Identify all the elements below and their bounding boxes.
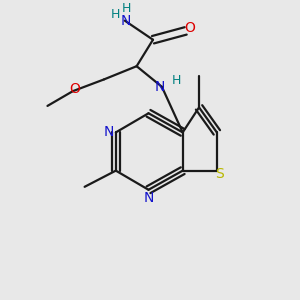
Text: H: H xyxy=(122,2,131,15)
Text: N: N xyxy=(143,191,154,205)
Text: N: N xyxy=(154,80,165,94)
Text: N: N xyxy=(103,125,114,140)
Text: H: H xyxy=(172,74,181,87)
Text: H: H xyxy=(111,8,121,21)
Text: O: O xyxy=(69,82,80,96)
Text: S: S xyxy=(215,167,224,181)
Text: O: O xyxy=(184,21,195,35)
Text: N: N xyxy=(121,14,131,28)
